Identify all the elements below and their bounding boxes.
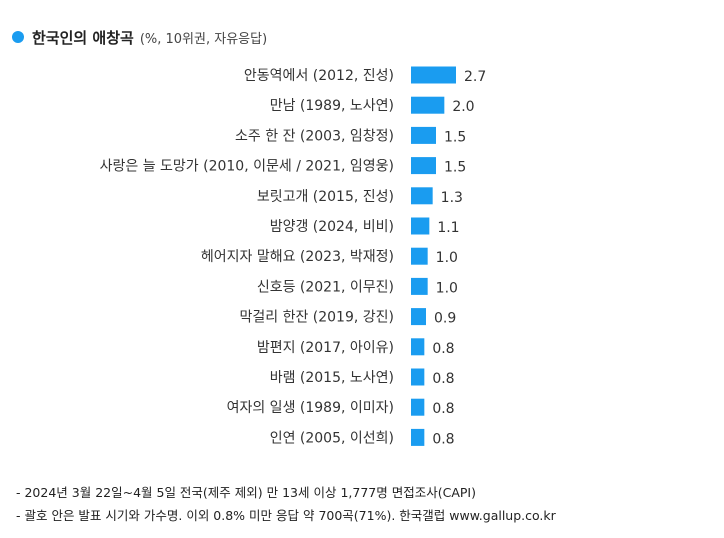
bar [411,66,456,84]
category-label: 안동역에서 (2012, 진성) [244,68,394,84]
bar [411,126,436,144]
category-label: 여자의 일생 (1989, 이미자) [227,400,394,416]
bar [411,308,426,326]
value-label: 1.0 [436,250,458,266]
value-label: 0.8 [432,401,454,417]
value-label: 0.9 [434,311,456,327]
bar [411,428,425,446]
bar [411,398,425,416]
category-label: 만남 (1989, 노사연) [270,98,394,114]
value-label: 2.0 [452,99,474,115]
bar [411,247,428,265]
chart-header: 한국인의 애창곡 (%, 10위권, 자유응답) [12,27,267,47]
chart-notes: - 2024년 3월 22일~4월 5일 전국(제주 제외) 만 13세 이상 … [16,481,556,527]
category-label: 밤양갱 (2024, 비비) [270,219,394,235]
note-source: - 괄호 안은 발표 시기와 가수명. 이외 0.8% 미만 응답 약 700곡… [16,508,556,523]
value-label: 1.5 [444,129,466,145]
chart-title: 한국인의 애창곡 [32,28,134,47]
bar [411,277,428,295]
bar [411,338,425,356]
note-survey-method: - 2024년 3월 22일~4월 5일 전국(제주 제외) 만 13세 이상 … [16,485,476,500]
bullet-dot-icon [12,31,24,43]
category-label: 보릿고개 (2015, 진성) [257,189,394,205]
category-label: 밤편지 (2017, 아이유) [257,340,394,356]
category-label: 신호등 (2021, 이무진) [257,279,394,295]
category-label: 막걸리 한잔 (2019, 강진) [239,310,394,326]
category-label: 바램 (2015, 노사연) [270,370,394,386]
bar [411,157,436,175]
category-label: 소주 한 잔 (2003, 임창정) [235,128,394,144]
bar [411,96,445,114]
value-label: 1.5 [444,160,466,176]
value-label: 1.3 [441,190,463,206]
bar [411,217,430,235]
bar [411,187,433,205]
value-label: 2.7 [464,69,486,85]
category-label: 헤어지자 말해요 (2023, 박재정) [201,249,394,265]
chart-subtitle: (%, 10위권, 자유응답) [139,31,268,47]
category-label: 인연 (2005, 이선희) [270,430,394,446]
value-label: 1.1 [437,220,459,236]
value-label: 0.8 [432,371,454,387]
bar [411,368,425,386]
value-label: 0.8 [432,431,454,447]
value-label: 0.8 [432,341,454,357]
category-label: 사랑은 늘 도망가 (2010, 이문세 / 2021, 임영웅) [100,159,394,175]
value-label: 1.0 [436,280,458,296]
